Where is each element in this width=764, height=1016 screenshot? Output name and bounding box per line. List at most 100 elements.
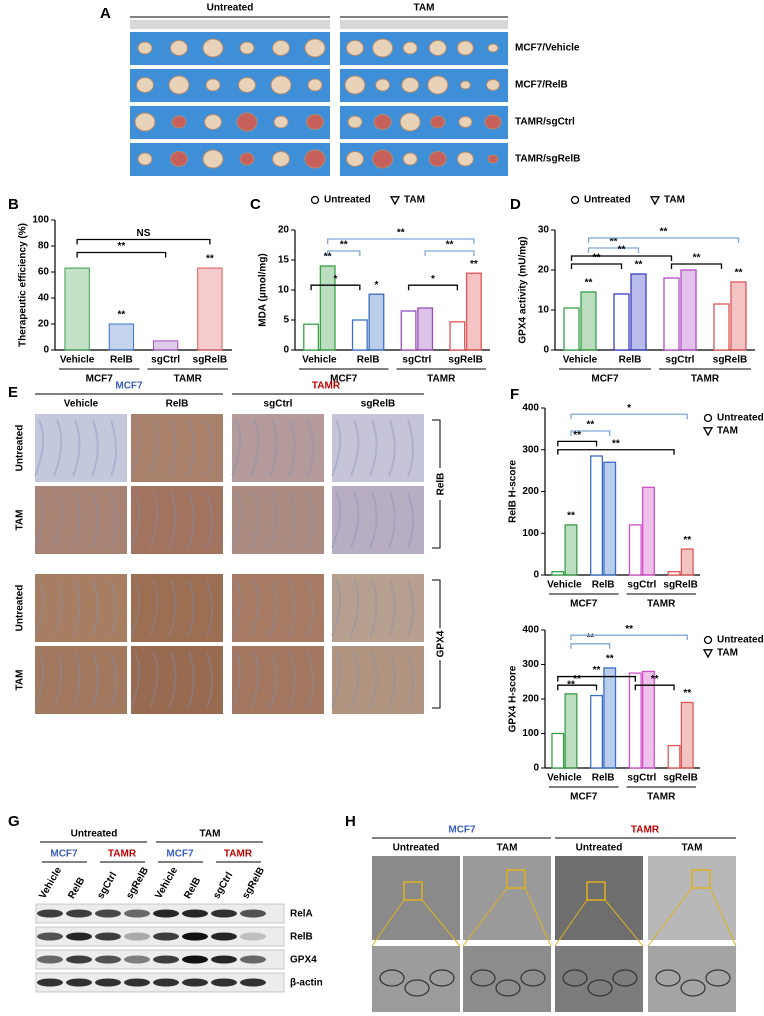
ihc-image <box>131 646 223 714</box>
x-tick-label: sgRelB <box>663 773 697 784</box>
significance: ** <box>470 259 478 270</box>
bracket <box>557 449 675 455</box>
zoom-line <box>421 899 461 947</box>
tumor <box>456 151 474 167</box>
tissue-texture <box>307 651 314 709</box>
tissue-texture <box>350 419 360 477</box>
bracket <box>424 250 475 256</box>
tissue-texture <box>269 491 278 549</box>
bracket-label: * <box>431 274 435 285</box>
tissue-texture <box>91 491 99 549</box>
bracket-label: ** <box>117 241 125 252</box>
ruler <box>340 20 508 29</box>
x-tick-label: RelB <box>592 773 615 784</box>
label-bg <box>434 468 446 500</box>
tumor <box>373 114 392 130</box>
row-label: Untreated <box>15 585 26 632</box>
group-label: MCF7 <box>570 599 598 610</box>
tumor <box>270 75 292 95</box>
marker-label: RelB <box>436 473 447 496</box>
column-header: sgCtrl <box>264 399 293 410</box>
blot-band <box>153 955 179 964</box>
significance: ** <box>683 688 691 699</box>
tissue-texture <box>250 579 260 637</box>
legend-marker <box>649 196 661 206</box>
zoom-box <box>403 881 423 901</box>
y-tick-label: 0 <box>43 345 49 356</box>
protein-label: RelB <box>290 932 313 943</box>
y-tick-label: 400 <box>522 625 539 636</box>
ihc-image <box>332 646 424 714</box>
tissue-texture <box>231 651 242 709</box>
y-tick-label: 300 <box>522 444 539 455</box>
bar <box>603 667 617 769</box>
bar <box>680 269 697 351</box>
tumor <box>428 151 447 167</box>
column-header: Vehicle <box>64 399 99 410</box>
tissue-texture <box>110 651 117 709</box>
y-axis-title: GPX4 activity (mU/mg) <box>518 236 529 343</box>
blot-band <box>124 978 150 987</box>
ihc-image <box>232 574 324 642</box>
group-label: TAMR <box>647 792 676 803</box>
bar <box>713 303 730 351</box>
zoom-box <box>691 869 711 889</box>
tissue-texture <box>206 579 213 637</box>
bracket-label: ** <box>693 253 701 264</box>
tumor-photo <box>340 32 508 65</box>
bracket-label: ** <box>660 227 668 238</box>
panel-label: A <box>100 5 111 22</box>
tissue-texture <box>206 419 213 477</box>
significance: ** <box>735 268 743 279</box>
ihc-image <box>232 414 324 482</box>
tumor <box>238 77 256 93</box>
blot-band <box>182 909 208 918</box>
zoom-box <box>586 881 606 901</box>
y-tick-label: 60 <box>38 267 50 278</box>
tissue-texture <box>407 419 414 477</box>
em-zoom <box>648 946 736 1012</box>
row-label: TAM <box>15 510 26 531</box>
group-label: TAMR <box>174 374 203 385</box>
y-axis-title: Therapeutic efficiency (%) <box>18 223 29 347</box>
bar <box>400 310 417 351</box>
tissue-texture <box>91 651 99 709</box>
tissue-texture <box>187 651 195 709</box>
tissue-texture <box>130 579 141 637</box>
bar <box>730 281 747 351</box>
significance: ** <box>585 278 593 289</box>
bar <box>564 693 578 769</box>
tumor-photo <box>130 106 330 139</box>
x-tick-label: sgRelB <box>193 355 227 366</box>
x-tick-label: Vehicle <box>547 773 582 784</box>
blot-band <box>182 932 208 941</box>
blot-band <box>211 909 237 918</box>
mitochondrion <box>562 969 588 987</box>
x-tick-label: RelB <box>592 580 615 591</box>
column-header: RelB <box>166 399 189 410</box>
bar <box>590 694 603 769</box>
y-tick-label: 0 <box>533 763 539 774</box>
x-tick-label: RelB <box>110 355 133 366</box>
row-label: TAMR/sgCtrl <box>515 117 575 128</box>
tissue-texture <box>206 491 213 549</box>
lane-label: sgRelB <box>240 865 267 900</box>
legend-marker <box>703 413 713 423</box>
tissue-texture <box>231 579 242 637</box>
tissue-texture <box>231 419 242 477</box>
bracket <box>634 684 675 691</box>
tissue-texture <box>168 651 177 709</box>
tumor <box>170 151 188 167</box>
treatment-label: Untreated <box>71 829 118 840</box>
blot-band <box>37 909 63 918</box>
bar <box>64 267 90 351</box>
tissue-texture <box>369 651 378 709</box>
row-label: TAMR/sgRelB <box>515 154 580 165</box>
row-label: MCF7/Vehicle <box>515 43 580 54</box>
tissue-texture <box>110 491 117 549</box>
tissue-texture <box>288 579 296 637</box>
tumor <box>236 112 258 132</box>
y-axis-title: GPX4 H-score <box>508 665 519 732</box>
group-label: MCF7 <box>115 381 143 392</box>
tumor-photo <box>130 69 330 102</box>
